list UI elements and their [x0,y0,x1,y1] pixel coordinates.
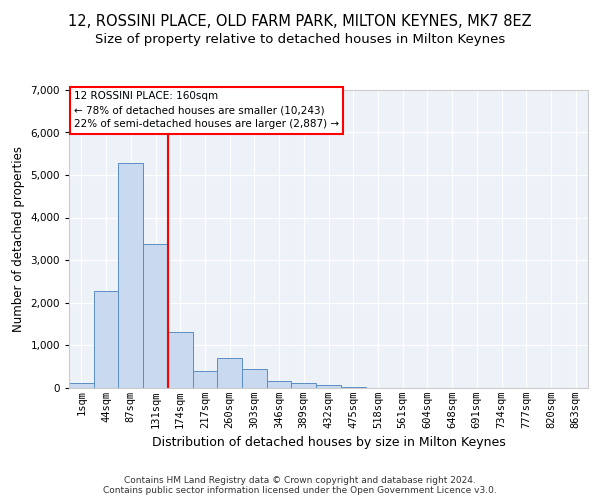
Bar [267,381,292,388]
Text: Contains public sector information licensed under the Open Government Licence v3: Contains public sector information licen… [103,486,497,495]
Bar [143,244,168,388]
Bar [193,371,217,388]
Bar [69,383,94,388]
Text: Size of property relative to detached houses in Milton Keynes: Size of property relative to detached ho… [95,32,505,46]
Text: Contains HM Land Registry data © Crown copyright and database right 2024.: Contains HM Land Registry data © Crown c… [124,476,476,485]
Bar [94,290,118,388]
Bar [168,332,193,388]
Text: 12, ROSSINI PLACE, OLD FARM PARK, MILTON KEYNES, MK7 8EZ: 12, ROSSINI PLACE, OLD FARM PARK, MILTON… [68,14,532,29]
Bar [118,163,143,388]
Bar [292,384,316,388]
Bar [316,385,341,388]
Bar [242,369,267,388]
X-axis label: Distribution of detached houses by size in Milton Keynes: Distribution of detached houses by size … [152,436,505,449]
Text: 12 ROSSINI PLACE: 160sqm
← 78% of detached houses are smaller (10,243)
22% of se: 12 ROSSINI PLACE: 160sqm ← 78% of detach… [74,92,340,130]
Bar [217,358,242,388]
Y-axis label: Number of detached properties: Number of detached properties [12,146,25,332]
